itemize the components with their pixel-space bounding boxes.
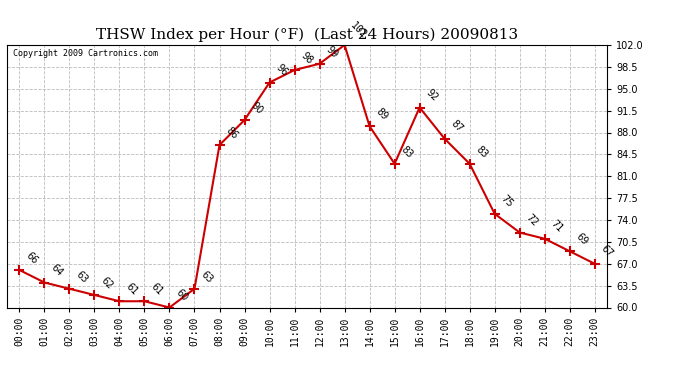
Text: 61: 61 (124, 281, 139, 297)
Text: 90: 90 (248, 100, 264, 116)
Text: 89: 89 (374, 106, 389, 122)
Text: 63: 63 (199, 269, 215, 285)
Text: 96: 96 (274, 63, 289, 78)
Text: 62: 62 (99, 275, 115, 291)
Text: 83: 83 (474, 144, 489, 160)
Text: 72: 72 (524, 212, 540, 228)
Text: 86: 86 (224, 125, 239, 141)
Text: 99: 99 (324, 44, 339, 60)
Text: 92: 92 (424, 87, 440, 104)
Text: 102: 102 (348, 21, 369, 41)
Text: 87: 87 (448, 119, 464, 135)
Text: 60: 60 (174, 288, 189, 303)
Text: 67: 67 (599, 244, 615, 260)
Text: 83: 83 (399, 144, 415, 160)
Text: 98: 98 (299, 50, 315, 66)
Title: THSW Index per Hour (°F)  (Last 24 Hours) 20090813: THSW Index per Hour (°F) (Last 24 Hours)… (96, 28, 518, 42)
Text: 63: 63 (74, 269, 89, 285)
Text: 66: 66 (23, 250, 39, 266)
Text: 64: 64 (48, 262, 64, 278)
Text: 75: 75 (499, 194, 515, 210)
Text: Copyright 2009 Cartronics.com: Copyright 2009 Cartronics.com (13, 49, 158, 58)
Text: 71: 71 (549, 219, 564, 235)
Text: 61: 61 (148, 281, 164, 297)
Text: 69: 69 (574, 231, 589, 247)
